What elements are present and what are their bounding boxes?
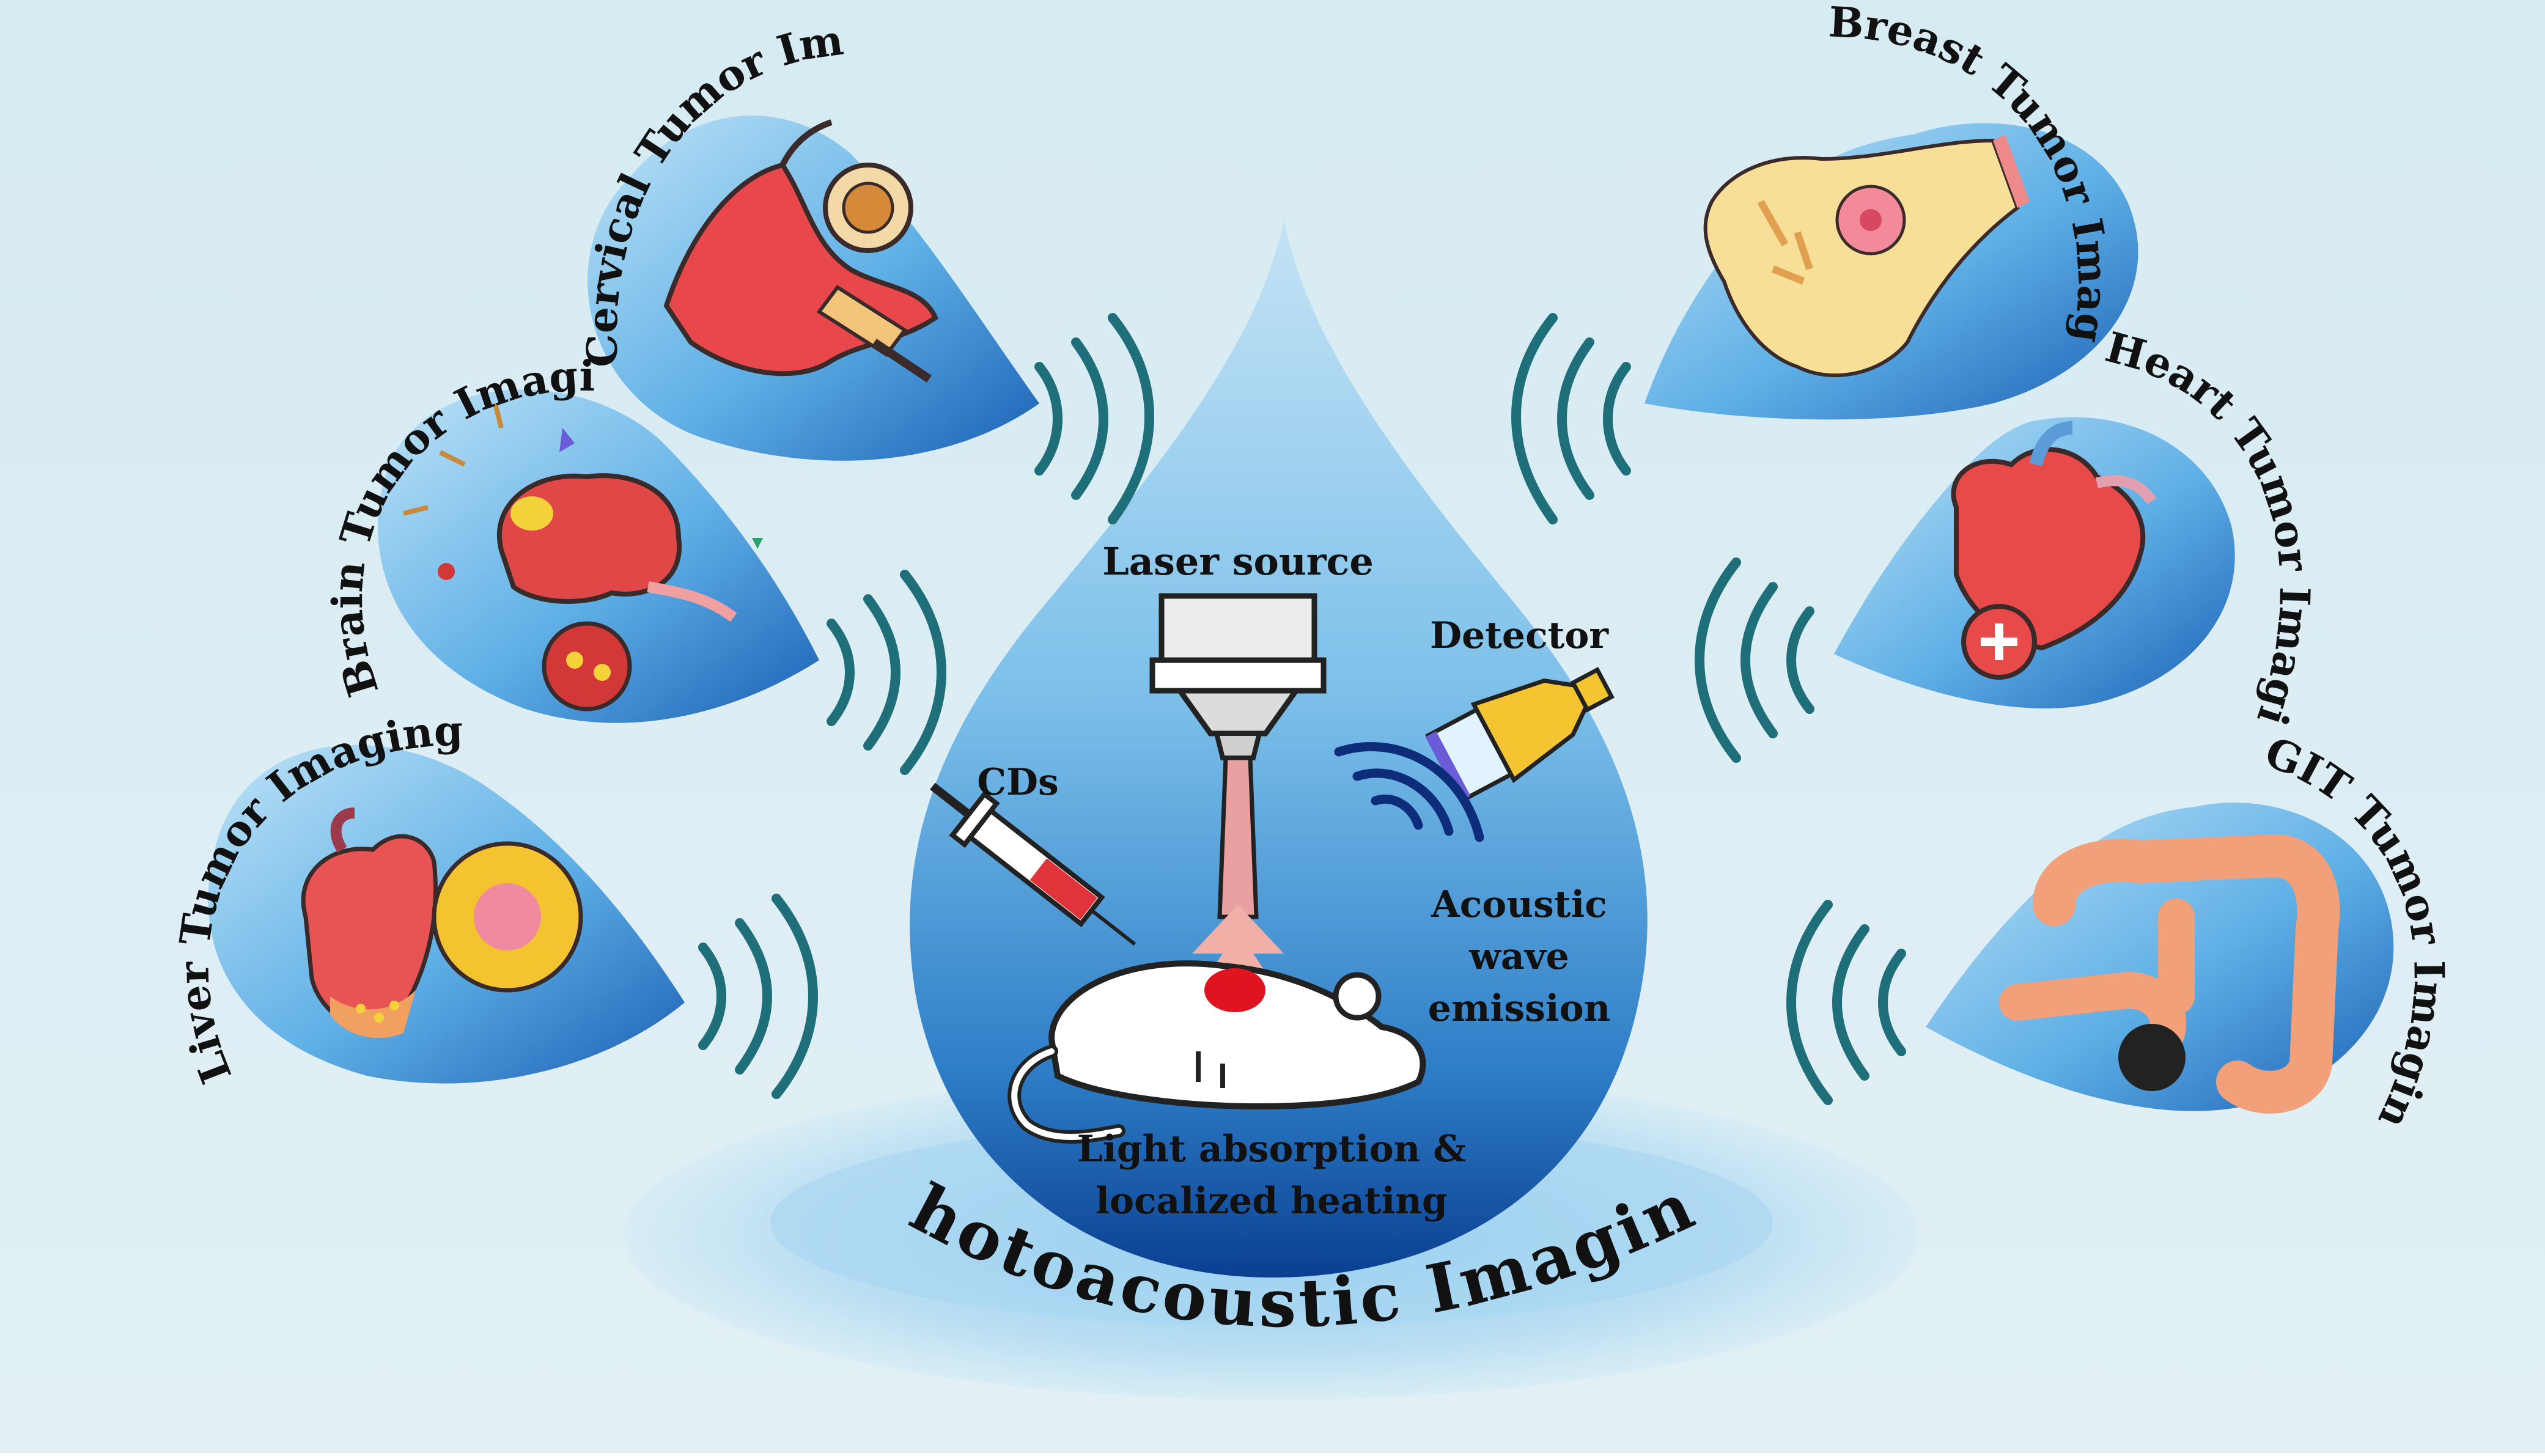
waves-left <box>698 313 1154 1099</box>
cds-label: CDs <box>977 761 1059 804</box>
absorption-line-2: localized heating <box>1096 1180 1448 1223</box>
liver-icon <box>301 807 583 1039</box>
laser-source-label: Laser source <box>1102 539 1374 584</box>
breast-icon <box>1703 134 2030 378</box>
organ-breast <box>1644 123 2138 420</box>
intestine-icon <box>1999 834 2340 1114</box>
syringe-icon <box>930 782 1136 946</box>
absorption-line-1: Light absorption & <box>1077 1128 1467 1171</box>
detector-waves <box>1334 742 1484 842</box>
detector-icon <box>1425 667 1615 804</box>
laser-device <box>1149 593 1327 760</box>
organ-brain <box>378 389 819 723</box>
acoustic-line-1: Acoustic <box>1431 883 1607 926</box>
organ-git <box>1926 803 2394 1114</box>
heart-icon <box>1951 421 2157 680</box>
uterus-icon <box>663 119 938 383</box>
brain-icon <box>403 403 763 711</box>
organ-cervical <box>587 116 1039 461</box>
detector-label: Detector <box>1430 614 1609 657</box>
organ-liver <box>208 745 685 1084</box>
organ-heart <box>1834 417 2235 708</box>
acoustic-line-3: emission <box>1428 987 1610 1030</box>
tumor-mass <box>2118 1024 2186 1091</box>
acoustic-line-2: wave <box>1468 935 1569 978</box>
waves-right <box>1511 313 1906 1105</box>
mouse-icon <box>1007 960 1426 1144</box>
tumor-spot <box>1204 968 1265 1012</box>
